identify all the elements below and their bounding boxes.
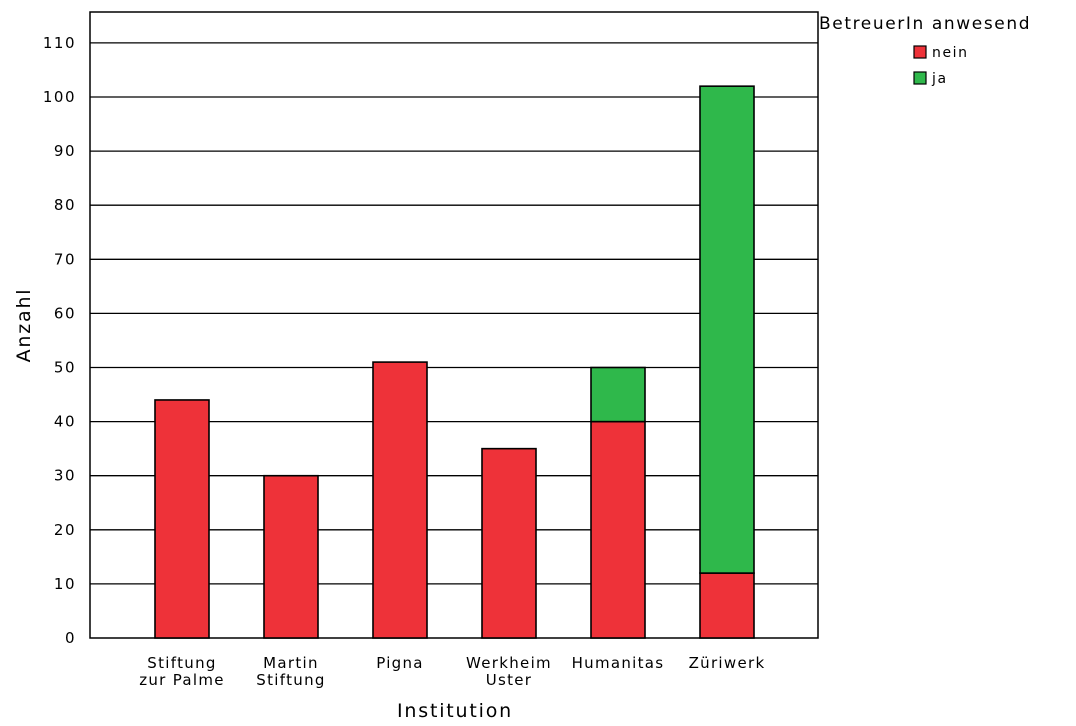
x-tick-label: Stiftung <box>147 654 216 672</box>
y-tick-label: 10 <box>54 575 76 593</box>
bar-nein <box>590 420 646 639</box>
y-tick-label: 70 <box>54 250 76 268</box>
legend-label-ja: ja <box>931 71 948 87</box>
y-tick-label: 110 <box>43 34 76 52</box>
bar-nein <box>481 447 537 639</box>
x-tick-label: Humanitas <box>572 654 665 672</box>
legend: BetreuerIn anwesend nein ja <box>819 14 1031 87</box>
y-tick-label: 100 <box>43 88 76 106</box>
x-tick-label: Uster <box>486 671 533 689</box>
bar-ja <box>699 85 755 574</box>
plot-area <box>89 11 819 639</box>
x-tick-label: Pigna <box>376 654 424 672</box>
bar-nein <box>154 399 210 639</box>
x-tick-label: Martin <box>263 654 319 672</box>
bar-ja <box>590 366 646 423</box>
y-tick-label: 80 <box>54 196 76 214</box>
bar-nein <box>263 474 319 639</box>
x-tick-label: Züriwerk <box>689 654 766 672</box>
x-tick-label: Werkheim <box>466 654 552 672</box>
y-tick-label: 50 <box>54 359 76 377</box>
y-tick-label: 20 <box>54 521 76 539</box>
y-tick-label: 90 <box>54 142 76 160</box>
y-tick-label: 30 <box>54 467 76 485</box>
y-tick-label: 40 <box>54 413 76 431</box>
legend-label-nein: nein <box>932 45 969 61</box>
x-axis-title: Institution <box>397 700 513 722</box>
y-axis-ticks: 0 10 20 30 40 50 60 70 80 90 100 110 <box>43 34 76 647</box>
y-tick-label: 60 <box>54 304 76 322</box>
bar-nein <box>699 572 755 639</box>
legend-title: BetreuerIn anwesend <box>819 14 1031 34</box>
legend-items: nein ja <box>913 45 969 87</box>
bar-nein <box>372 361 428 639</box>
gridlines <box>90 42 818 585</box>
y-axis-title: Anzahl <box>13 288 35 363</box>
legend-swatch-nein <box>913 45 927 59</box>
legend-swatch-ja <box>913 71 927 85</box>
bars <box>154 85 755 639</box>
x-tick-label: zur Palme <box>139 671 225 689</box>
y-tick-label: 0 <box>65 629 76 647</box>
x-tick-label: Stiftung <box>256 671 325 689</box>
